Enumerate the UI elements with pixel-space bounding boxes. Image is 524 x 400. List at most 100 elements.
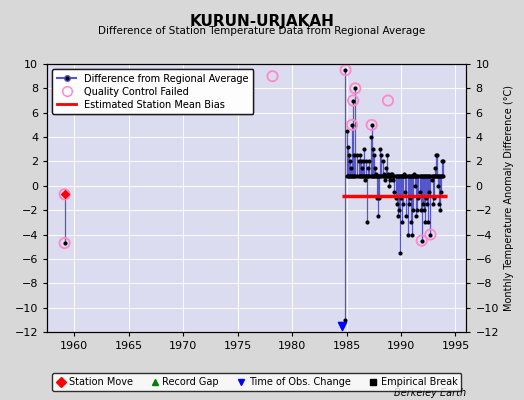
Point [399,173,407,179]
Point [349,173,357,179]
Point [391,195,400,201]
Point [379,173,388,179]
Point [419,201,427,207]
Point [418,238,426,244]
Point [417,173,425,179]
Point [364,164,373,171]
Point [420,173,428,179]
Point [394,173,402,179]
Point [364,173,373,179]
Point [412,173,420,179]
Point [398,173,406,179]
Point [368,146,377,152]
Point [411,183,419,189]
Point [367,122,376,128]
Point [344,173,352,179]
Point [416,173,424,179]
Point [361,176,369,183]
Point [342,173,351,179]
Point [348,122,356,128]
Point [400,170,409,177]
Point [372,173,380,179]
Point [406,195,414,201]
Point [347,164,355,171]
Point [397,173,405,179]
Point [433,173,441,179]
Point [384,97,392,104]
Point [439,158,447,165]
Point [408,173,416,179]
Point [402,173,411,179]
Point [435,201,443,207]
Point [369,173,378,179]
Point [438,158,446,165]
Point [338,323,346,329]
Point [388,170,397,177]
Point [346,173,354,179]
Point [402,213,411,220]
Point [392,201,401,207]
Point [424,219,432,226]
Point [342,128,351,134]
Point [351,85,359,92]
Point [355,173,364,179]
Point [345,173,353,179]
Point [353,173,362,179]
Point [384,170,392,177]
Point [391,173,400,179]
Point [428,173,436,179]
Point [378,158,387,165]
Point [426,173,434,179]
Point [383,152,391,158]
Point [359,158,367,165]
Point [348,122,356,128]
Point [421,173,429,179]
Point [418,173,426,179]
Point [395,207,403,213]
Point [60,240,69,246]
Text: KURUN-URJAKAH: KURUN-URJAKAH [190,14,334,29]
Point [417,207,425,213]
Point [347,173,355,179]
Point [350,173,358,179]
Point [358,164,366,171]
Point [60,191,69,198]
Point [351,85,359,92]
Point [396,250,404,256]
Point [425,189,433,195]
Point [378,173,387,179]
Point [341,67,350,73]
Point [414,173,423,179]
Point [430,173,438,179]
Point [435,173,443,179]
Point [379,170,388,177]
Point [361,173,369,179]
Point [374,173,383,179]
Point [407,219,415,226]
Point [355,152,364,158]
Point [397,195,405,201]
Point [387,170,396,177]
Point [356,173,365,179]
Point [380,176,389,183]
Point [386,173,395,179]
Point [375,173,384,179]
Point [416,189,424,195]
Point [434,173,442,179]
Point [362,173,370,179]
Point [410,170,418,177]
Point [401,189,410,195]
Point [370,173,379,179]
Point [421,219,429,226]
Point [368,173,377,179]
Point [418,238,426,244]
Point [384,173,392,179]
Point [390,173,399,179]
Point [395,173,403,179]
Point [409,207,417,213]
Point [356,158,365,165]
Point [60,240,69,246]
Point [406,173,414,179]
Point [437,173,445,179]
Point [360,146,368,152]
